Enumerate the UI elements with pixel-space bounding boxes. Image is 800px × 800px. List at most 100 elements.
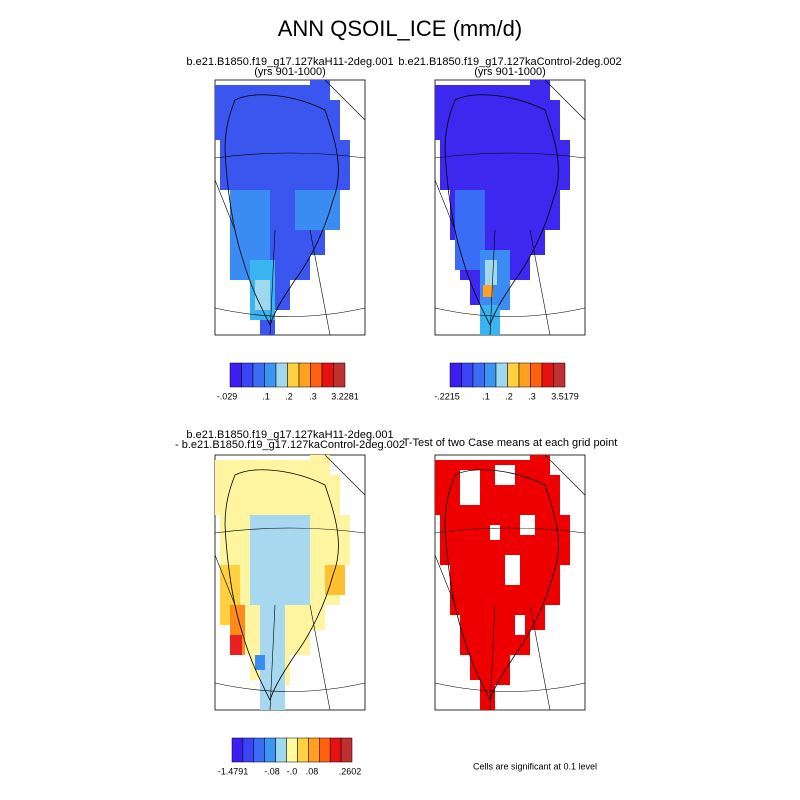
latitude-line [214,152,366,159]
field-cell [505,555,520,585]
longitude-line [544,79,586,121]
colorbar-box [553,362,566,388]
colorbar-label: .08 [306,766,319,776]
colorbar-label: -.08 [264,766,280,776]
colorbar-label: -.029 [217,391,238,401]
latitude-line [434,307,586,317]
footnote: Cells are significant at 0.1 level [473,761,597,771]
colorbar-box [241,362,254,388]
longitude-line [214,179,236,231]
latitude-line [214,307,366,317]
colorbar-box [253,737,265,763]
field-cell [250,515,310,605]
coastline [224,469,339,702]
colorbar-box [252,362,265,388]
colorbar-label: .1 [262,391,270,401]
colorbar-box [264,737,276,763]
colorbar-box [264,362,277,388]
longitude-line [269,229,276,336]
coastline [444,94,559,327]
latitude-line [434,527,586,534]
colorbar-box [231,737,244,763]
longitude-line [324,454,366,496]
longitude-line [309,229,331,336]
colorbar-label: .3 [309,391,317,401]
field-cell [255,655,265,670]
panel-title: (yrs 901-1000) [254,66,326,78]
colorbar-box [329,737,342,763]
greenland-field [435,455,570,710]
figure-title: ANN QSOIL_ICE (mm/d) [278,16,522,41]
longitude-line [529,604,551,711]
latitude-line [214,527,366,534]
map-panel [214,79,366,336]
field-cell [495,465,515,485]
colorbar-box [518,362,531,388]
panel-title: (yrs 901-1000) [474,66,546,78]
longitude-line [529,229,551,336]
colorbar-box [449,362,462,388]
longitude-line [544,454,586,496]
colorbar-box [229,362,242,388]
latitude-line [434,682,586,692]
colorbar-box [495,362,508,388]
longitude-line [214,554,236,606]
field-cell [325,565,345,595]
colorbar-box [484,362,497,388]
coastline [224,94,339,327]
colorbar-box [541,362,554,388]
colorbar-label: 3.5179 [551,391,579,401]
coastline [444,469,559,702]
colorbar-box [298,362,311,388]
map-panel [214,454,366,711]
colorbar-box [319,737,331,763]
panel-title: b.e21.B1850.f19_g17.127kaH11-2deg.001 [186,429,393,441]
colorbar-box [472,362,485,388]
field-cell [230,635,242,655]
colorbar-label: -.0 [287,766,298,776]
latitude-line [434,152,586,159]
field-cell [483,285,493,297]
field-cell [255,280,270,310]
colorbar-box [340,737,353,763]
colorbar-box [461,362,474,388]
colorbar-box [321,362,334,388]
longitude-line [434,554,456,606]
longitude-line [489,604,496,711]
colorbar-box [297,737,309,763]
map-panel [434,454,586,711]
colorbar-box [286,737,298,763]
map-panel [434,79,586,336]
field-cell [520,515,535,535]
longitude-line [489,229,496,336]
field-cell [515,615,525,635]
colorbar-box [507,362,520,388]
panel-title: b.e21.B1850.f19_g17.127kaControl-2deg.00… [398,56,621,68]
field-cell [485,260,497,285]
longitude-line [309,604,331,711]
colorbar-box [275,362,288,388]
colorbar-label: .1 [482,391,490,401]
colorbar-label: .2602 [339,766,362,776]
colorbar-label: 3.2281 [331,391,359,401]
longitude-line [434,179,456,231]
colorbar-box [287,362,300,388]
longitude-line [269,604,276,711]
colorbar-label: -1.4791 [218,766,249,776]
panel-title: b.e21.B1850.f19_g17.127kaH11-2deg.001 [186,56,393,68]
colorbar-label: -.2215 [434,391,460,401]
panel-title: - b.e21.B1850.f19_g17.127kaControl-2deg.… [175,439,405,451]
longitude-line [324,79,366,121]
colorbar-box [333,362,346,388]
field-cell [460,470,480,505]
colorbar-box [310,362,323,388]
field-cell [490,525,500,540]
colorbar-label: .2 [505,391,513,401]
greenland-field [435,80,570,335]
colorbar-box [242,737,255,763]
colorbar-box [530,362,543,388]
colorbar-label: .3 [528,391,536,401]
field-cell [295,190,340,230]
